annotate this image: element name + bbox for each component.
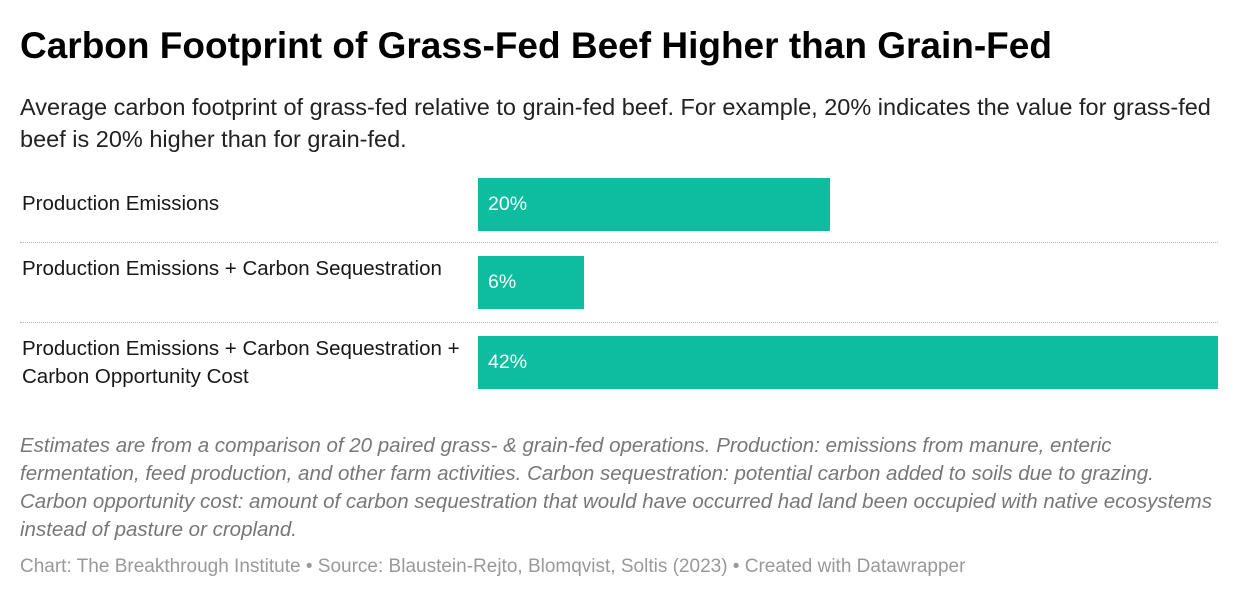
row-divider [20, 242, 1218, 243]
bar: 20% [478, 178, 830, 231]
chart-title: Carbon Footprint of Grass-Fed Beef Highe… [20, 25, 1052, 66]
category-label: Production Emissions + Carbon Sequestrat… [22, 337, 460, 388]
bar-value-label: 6% [488, 271, 517, 293]
chart-footer: Chart: The Breakthrough Institute • Sour… [20, 556, 966, 577]
bar: 6% [478, 256, 584, 309]
chart-subtitle: Average carbon footprint of grass-fed re… [20, 94, 1211, 152]
bar: 42% [478, 336, 1218, 389]
category-label: Production Emissions + Carbon Sequestrat… [22, 257, 442, 280]
row-divider [20, 322, 1218, 323]
bar-chart: Production Emissions 20% Production Emis… [20, 178, 1218, 390]
bar-value-label: 42% [488, 351, 528, 373]
chart-notes: Estimates are from a comparison of 20 pa… [20, 434, 1212, 541]
category-label: Production Emissions [22, 192, 220, 215]
bar-value-label: 20% [488, 193, 528, 215]
